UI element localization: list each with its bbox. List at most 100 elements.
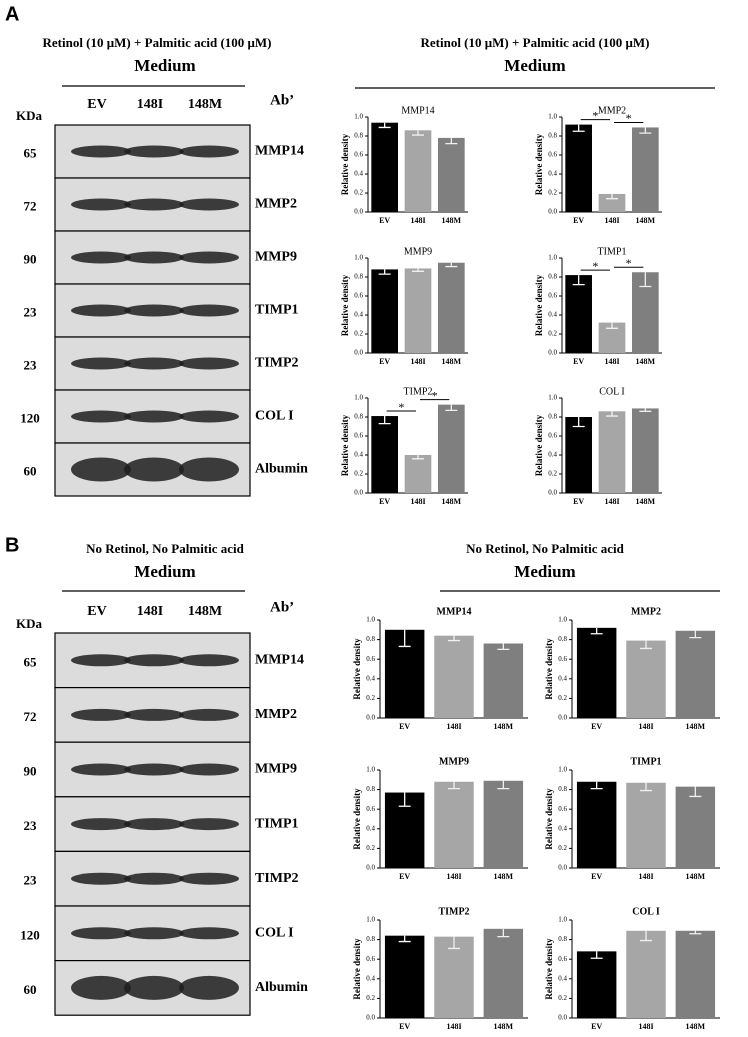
- blot-band: [124, 654, 184, 667]
- x-tick-label: EV: [591, 1022, 602, 1031]
- x-tick-label: 148M: [686, 1022, 706, 1031]
- error-bar: [640, 640, 652, 650]
- y-tick-label: 0.6: [548, 292, 557, 300]
- y-tick-label: 0.6: [366, 655, 375, 663]
- chart-title: TIMP2: [404, 386, 433, 397]
- antibody-label: TIMP1: [255, 303, 299, 318]
- x-tick-label: 148M: [686, 722, 706, 731]
- blot-band: [179, 357, 239, 370]
- y-tick-label: 1.0: [354, 254, 363, 262]
- y-tick-label: 0.4: [366, 674, 375, 682]
- blot-band: [124, 410, 184, 423]
- bar: [404, 130, 432, 212]
- x-tick-label: EV: [379, 357, 390, 366]
- bar: [434, 936, 474, 1018]
- error-bar: [606, 193, 618, 200]
- x-tick-label: 148I: [410, 216, 425, 225]
- y-tick-label: 0.0: [366, 864, 375, 872]
- y-tick-label: 0.2: [558, 694, 567, 702]
- bar-chart: 0.0 0.2 0.4 0.6 0.8 1.0 Relative density MMP9 EV…: [340, 246, 468, 366]
- chart-title: MMP9: [439, 756, 469, 767]
- bar-chart: 0.0 0.2 0.4 0.6 0.8 1.0 Relative density TIMP2 E…: [340, 386, 468, 506]
- error-bar: [590, 627, 603, 635]
- blot-band: [71, 818, 131, 831]
- bar: [576, 781, 617, 868]
- significance-label: *: [432, 388, 438, 402]
- error-bar: [378, 122, 391, 129]
- blot-band: [179, 457, 239, 482]
- kda-label: 65: [24, 654, 38, 669]
- y-axis-label: Relative density: [534, 133, 544, 195]
- bar-chart: 0.0 0.2 0.4 0.6 0.8 1.0 Relative density TIMP2 E…: [352, 906, 528, 1031]
- x-tick-label: 148I: [446, 722, 461, 731]
- bar: [371, 122, 398, 212]
- y-tick-label: 0.8: [558, 935, 567, 943]
- bar: [483, 780, 524, 868]
- y-axis-label: Relative density: [340, 133, 350, 195]
- bar-chart: 0.0 0.2 0.4 0.6 0.8 1.0 Relative density COL I E…: [534, 386, 662, 506]
- antibody-label: COL I: [255, 926, 294, 941]
- bar: [404, 268, 432, 353]
- blot-band: [179, 763, 239, 776]
- y-tick-label: 0.8: [366, 635, 375, 643]
- y-tick-label: 0.4: [354, 311, 363, 319]
- blot-band: [124, 818, 184, 831]
- bar: [565, 275, 592, 353]
- y-tick-label: 0.6: [558, 805, 567, 813]
- blot-band: [179, 708, 239, 721]
- lane-label: 148M: [188, 604, 222, 619]
- kda-label: 23: [24, 873, 38, 888]
- blot-band: [71, 763, 131, 776]
- y-tick-label: 0.4: [366, 974, 375, 982]
- x-tick-label: EV: [591, 722, 602, 731]
- charts-condition: No Retinol, No Palmitic acid: [466, 541, 625, 556]
- chart-title: MMP14: [437, 606, 472, 617]
- x-tick-label: 148M: [686, 872, 706, 881]
- blot-band: [124, 975, 184, 1000]
- y-tick-label: 1.0: [366, 916, 375, 924]
- antibody-label: MMP14: [255, 653, 304, 668]
- error-bar: [412, 130, 424, 136]
- blot-band: [179, 975, 239, 1000]
- error-bar: [412, 268, 424, 272]
- x-tick-label: 148M: [494, 872, 514, 881]
- x-tick-label: EV: [379, 497, 390, 506]
- x-tick-label: 148I: [410, 357, 425, 366]
- antibody-label: TIMP2: [255, 356, 299, 371]
- blot-band: [179, 927, 239, 940]
- error-bar: [445, 404, 458, 411]
- chart-title: TIMP1: [630, 756, 661, 767]
- chart-title: COL I: [632, 906, 660, 917]
- y-tick-label: 1.0: [558, 616, 567, 624]
- y-tick-label: 0.2: [354, 189, 363, 197]
- x-tick-label: 148M: [636, 216, 656, 225]
- blot-band: [124, 145, 184, 158]
- bar: [675, 630, 716, 718]
- bar: [675, 786, 716, 868]
- y-tick-label: 0.8: [366, 785, 375, 793]
- y-tick-label: 0.6: [558, 955, 567, 963]
- x-tick-label: EV: [399, 1022, 410, 1031]
- bar: [438, 404, 465, 493]
- error-bar: [606, 322, 618, 329]
- ab-header: Ab’: [270, 92, 294, 108]
- significance-label: *: [626, 111, 632, 125]
- blot-band: [71, 927, 131, 940]
- error-bar: [590, 951, 603, 959]
- kda-label: 60: [24, 982, 37, 997]
- bar: [576, 951, 617, 1018]
- chart-title: MMP9: [404, 246, 432, 257]
- bar: [404, 455, 432, 493]
- blot-band: [71, 457, 131, 482]
- error-bar: [398, 629, 411, 648]
- chart-title: MMP2: [598, 105, 626, 116]
- blot-medium: Medium: [134, 56, 195, 75]
- y-axis-label: Relative density: [544, 938, 554, 1000]
- antibody-label: MMP2: [255, 707, 297, 722]
- y-tick-label: 1.0: [548, 113, 557, 121]
- y-tick-label: 0.6: [354, 292, 363, 300]
- charts-condition: Retinol (10 μM) + Palmitic acid (100 μM): [420, 35, 649, 50]
- blot-band: [179, 251, 239, 264]
- bar: [434, 781, 474, 868]
